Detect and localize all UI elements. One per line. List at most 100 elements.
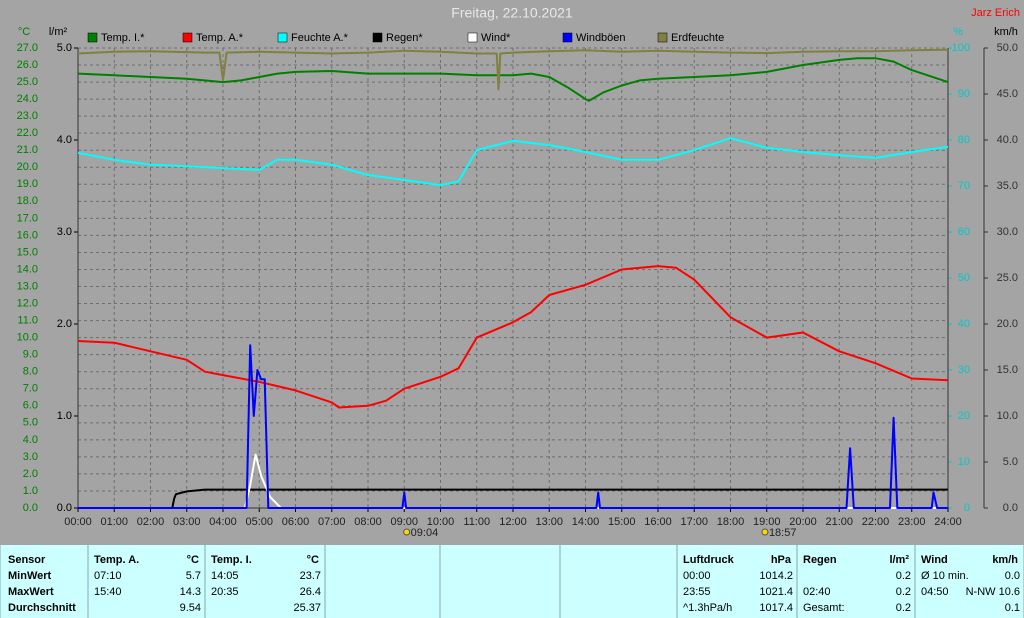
unit-label: l/m² <box>49 26 68 38</box>
y3-tick-label: 4.0 <box>57 134 72 146</box>
legend-swatch <box>277 32 288 43</box>
y-tick-label: 21.0 <box>17 144 38 156</box>
legend-label: Wind* <box>481 32 511 44</box>
series-line <box>77 265 949 409</box>
legend-swatch <box>87 32 98 43</box>
y-tick-label: 18.0 <box>17 195 38 207</box>
x-tick-label: 02:00 <box>137 516 165 528</box>
x-tick-label: 18:00 <box>717 516 745 528</box>
y-tick-label: 22.0 <box>17 127 38 139</box>
legend-label: Erdfeuchte <box>671 32 724 44</box>
y-tick-label: 16.0 <box>17 229 38 241</box>
y2-tick-label: 30 <box>958 364 970 376</box>
y-tick-label: 0.0 <box>23 502 38 514</box>
stats-time: 23:55 <box>683 586 711 598</box>
legend-swatch <box>467 32 478 43</box>
legend-swatch <box>562 32 573 43</box>
y-tick-label: 19.0 <box>17 178 38 190</box>
unit-label: °C <box>18 26 30 38</box>
stats-time: 07:10 <box>94 570 122 582</box>
stats-value: 5.7 <box>186 570 201 582</box>
stats-time: 20:35 <box>211 586 239 598</box>
y3-tick-label: 0.0 <box>57 502 72 514</box>
y-tick-label: 3.0 <box>23 451 38 463</box>
stats-header: Regen <box>803 554 837 566</box>
y-tick-label: 11.0 <box>17 314 38 326</box>
x-tick-label: 14:00 <box>572 516 600 528</box>
stats-time: 00:00 <box>683 570 711 582</box>
stats-time: 04:50 <box>921 586 949 598</box>
x-tick-label: 03:00 <box>173 516 201 528</box>
y-tick-label: 2.0 <box>23 468 38 480</box>
stats-time: 14:05 <box>211 570 239 582</box>
y4-tick-label: 5.0 <box>1003 456 1018 468</box>
x-tick-label: 06:00 <box>282 516 310 528</box>
y2-tick-label: 70 <box>958 180 970 192</box>
x-tick-label: 08:00 <box>354 516 382 528</box>
annotation-label: 09:04 <box>411 527 439 539</box>
author: Jarz Erich <box>971 7 1020 19</box>
stats-value: 1021.4 <box>759 586 793 598</box>
y2-tick-label: 100 <box>952 42 970 54</box>
y4-tick-label: 15.0 <box>997 364 1018 376</box>
x-tick-label: 12:00 <box>499 516 527 528</box>
legend-swatch <box>182 32 193 43</box>
y-tick-label: 5.0 <box>23 417 38 429</box>
y2-tick-label: 80 <box>958 134 970 146</box>
y4-tick-label: 50.0 <box>997 42 1018 54</box>
y2-tick-label: 90 <box>958 88 970 100</box>
unit-label: km/h <box>994 26 1018 38</box>
stats-unit: l/m² <box>889 554 909 566</box>
y-tick-label: 20.0 <box>17 161 38 173</box>
x-tick-label: 09:00 <box>390 516 418 528</box>
x-tick-label: 19:00 <box>753 516 781 528</box>
y4-tick-label: 20.0 <box>997 318 1018 330</box>
y-tick-label: 15.0 <box>17 246 38 258</box>
y-tick-label: 9.0 <box>23 349 38 361</box>
y2-tick-label: 10 <box>958 456 970 468</box>
stats-unit: °C <box>307 554 319 566</box>
stats-value: 0.1 <box>1005 602 1020 614</box>
annotation-label: 18:57 <box>769 527 797 539</box>
y2-tick-label: 60 <box>958 226 970 238</box>
y4-tick-label: 0.0 <box>1003 502 1018 514</box>
x-tick-label: 20:00 <box>789 516 817 528</box>
stats-header: Temp. A. <box>94 554 139 566</box>
stats-value: N-NW 10.6 <box>966 586 1020 598</box>
stats-value: 0.2 <box>896 602 911 614</box>
stats-time: 15:40 <box>94 586 122 598</box>
y2-tick-label: 20 <box>958 410 970 422</box>
series-line <box>77 57 949 102</box>
stats-unit: °C <box>187 554 199 566</box>
series-line <box>78 344 948 509</box>
x-tick-label: 16:00 <box>644 516 672 528</box>
stats-value: 0.0 <box>1005 570 1020 582</box>
stats-value: 1014.2 <box>759 570 793 582</box>
chart-title: Freitag, 22.10.2021 <box>451 5 573 21</box>
stats-row-label: MinWert <box>8 570 52 582</box>
stats-value: 14.3 <box>180 586 201 598</box>
x-tick-label: 01:00 <box>100 516 128 528</box>
y3-tick-label: 2.0 <box>57 318 72 330</box>
stats-time: Gesamt: <box>803 602 845 614</box>
y-tick-label: 24.0 <box>17 93 38 105</box>
y-tick-label: 8.0 <box>23 366 38 378</box>
stats-row-label: Durchschnitt <box>8 602 76 614</box>
legend-label: Feuchte A.* <box>291 32 349 44</box>
x-tick-label: 24:00 <box>934 516 962 528</box>
x-tick-label: 04:00 <box>209 516 237 528</box>
stats-header: Sensor <box>8 554 46 566</box>
stats-time: 02:40 <box>803 586 831 598</box>
stats-row-label: MaxWert <box>8 586 54 598</box>
x-tick-label: 13:00 <box>535 516 563 528</box>
stats-header: Luftdruck <box>683 554 735 566</box>
y-tick-label: 7.0 <box>23 383 38 395</box>
y-tick-label: 23.0 <box>17 110 38 122</box>
x-tick-label: 07:00 <box>318 516 346 528</box>
legend-label: Regen* <box>386 32 423 44</box>
sun-marker <box>761 528 769 536</box>
sun-marker <box>403 528 411 536</box>
stats-value: 0.2 <box>896 586 911 598</box>
stats-header: Temp. I. <box>211 554 252 566</box>
